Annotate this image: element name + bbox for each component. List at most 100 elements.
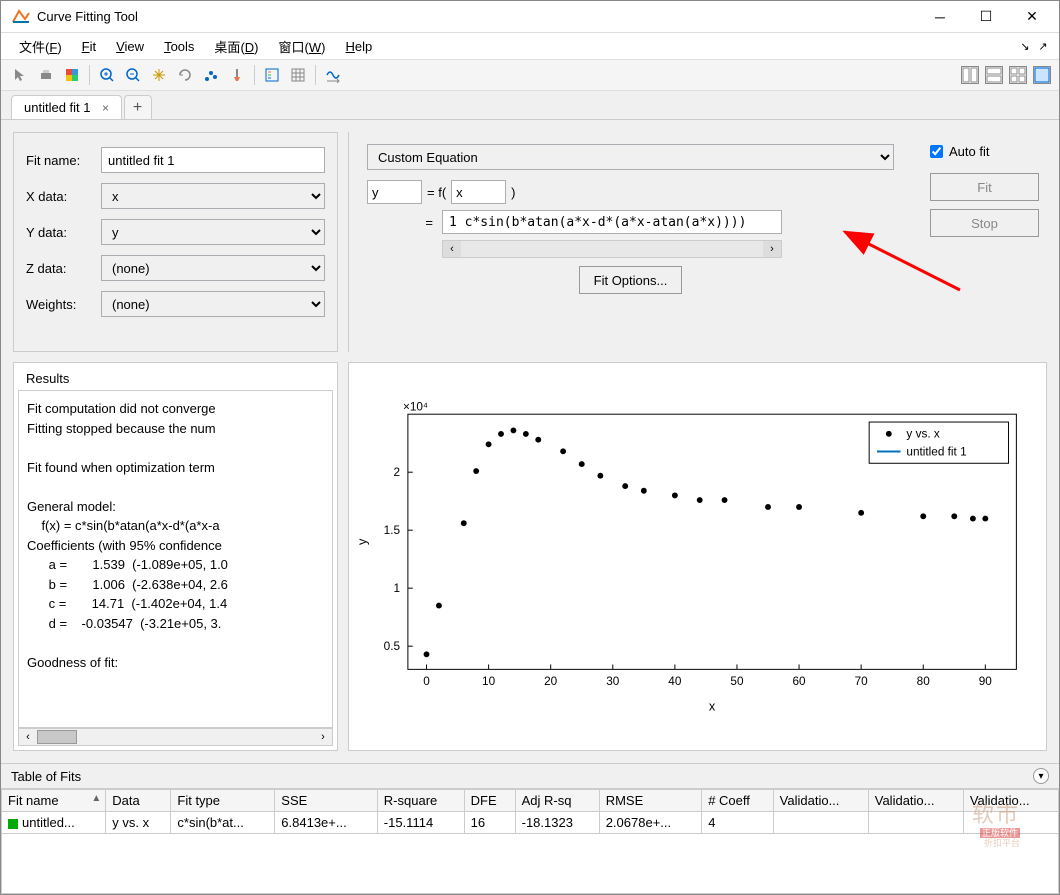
table-header[interactable]: # Coeff bbox=[702, 790, 773, 812]
svg-text:40: 40 bbox=[668, 675, 682, 688]
scroll-right-icon[interactable]: › bbox=[763, 241, 781, 257]
tab-close-icon[interactable]: × bbox=[99, 101, 113, 115]
equation-panel: Custom Equation = f( ) = ‹› Fit Options.… bbox=[348, 132, 912, 352]
stop-button[interactable]: Stop bbox=[930, 209, 1039, 237]
zoom-out-icon[interactable] bbox=[122, 64, 144, 86]
svg-text:untitled fit 1: untitled fit 1 bbox=[906, 445, 966, 458]
table-header[interactable]: DFE bbox=[464, 790, 515, 812]
fit-chart: ×10⁴01020304050607080900.511.52xyy vs. x… bbox=[349, 373, 1036, 740]
table-header[interactable]: Fit name▲ bbox=[2, 790, 106, 812]
close-button[interactable]: ✕ bbox=[1009, 1, 1055, 32]
layout-2-icon[interactable] bbox=[985, 66, 1003, 84]
layout-4-icon[interactable] bbox=[1033, 66, 1051, 84]
dock-expand-icon[interactable]: ↗ bbox=[1035, 38, 1051, 54]
svg-text:x: x bbox=[709, 699, 716, 714]
layout-1-icon[interactable] bbox=[961, 66, 979, 84]
svg-text:50: 50 bbox=[730, 675, 744, 688]
fitname-input[interactable] bbox=[101, 147, 325, 173]
results-panel: Results Fit computation did not converge… bbox=[13, 362, 338, 751]
table-header[interactable]: Validatio... bbox=[868, 790, 963, 812]
table-cell: 6.8413e+... bbox=[275, 812, 378, 834]
menu-help[interactable]: Help bbox=[336, 36, 383, 57]
axes-limits-icon[interactable] bbox=[322, 64, 344, 86]
results-hscroll[interactable]: ‹› bbox=[18, 728, 333, 746]
minimize-button[interactable]: ─ bbox=[917, 1, 963, 32]
table-menu-icon[interactable]: ▾ bbox=[1033, 768, 1049, 784]
table-heading: Table of Fits bbox=[11, 769, 81, 784]
zdata-select[interactable]: (none) bbox=[101, 255, 325, 281]
svg-text:1.5: 1.5 bbox=[384, 524, 401, 537]
table-cell: -18.1323 bbox=[515, 812, 599, 834]
pan-icon[interactable] bbox=[148, 64, 170, 86]
svg-text:90: 90 bbox=[979, 675, 993, 688]
svg-text:30: 30 bbox=[606, 675, 620, 688]
scroll-left-icon[interactable]: ‹ bbox=[19, 731, 37, 743]
xdata-select[interactable]: x bbox=[101, 183, 325, 209]
eq-text: ) bbox=[511, 185, 515, 200]
pointer-icon[interactable] bbox=[9, 64, 31, 86]
app-logo-icon bbox=[11, 7, 31, 27]
titlebar: Curve Fitting Tool ─ ☐ ✕ bbox=[1, 1, 1059, 33]
table-header[interactable]: SSE bbox=[275, 790, 378, 812]
fits-table: Fit name▲DataFit typeSSER-squareDFEAdj R… bbox=[1, 789, 1059, 834]
scroll-left-icon[interactable]: ‹ bbox=[443, 241, 461, 257]
table-cell: y vs. x bbox=[106, 812, 171, 834]
eq-text: = f( bbox=[427, 185, 446, 200]
svg-text:70: 70 bbox=[855, 675, 869, 688]
ydata-select[interactable]: y bbox=[101, 219, 325, 245]
data-cursor-icon[interactable] bbox=[200, 64, 222, 86]
table-cell bbox=[963, 812, 1058, 834]
layout-3-icon[interactable] bbox=[1009, 66, 1027, 84]
equation-type-select[interactable]: Custom Equation bbox=[367, 144, 894, 170]
table-cell bbox=[868, 812, 963, 834]
menu-window[interactable]: 窗口(W) bbox=[269, 34, 336, 59]
results-heading: Results bbox=[18, 367, 333, 390]
brush-icon[interactable] bbox=[226, 64, 248, 86]
table-header[interactable]: Validatio... bbox=[963, 790, 1058, 812]
menu-fit[interactable]: Fit bbox=[72, 36, 106, 57]
palette-icon[interactable] bbox=[61, 64, 83, 86]
table-header[interactable]: RMSE bbox=[599, 790, 702, 812]
table-cell: 2.0678e+... bbox=[599, 812, 702, 834]
fit-button[interactable]: Fit bbox=[930, 173, 1039, 201]
scroll-right-icon[interactable]: › bbox=[314, 731, 332, 743]
fit-config-panel: Fit name: X data:x Y data:y Z data:(none… bbox=[13, 132, 338, 352]
svg-text:0.5: 0.5 bbox=[384, 640, 401, 653]
rotate-icon[interactable] bbox=[174, 64, 196, 86]
svg-text:y: y bbox=[355, 538, 370, 545]
menu-view[interactable]: View bbox=[106, 36, 154, 57]
weights-select[interactable]: (none) bbox=[101, 291, 325, 317]
xdata-label: X data: bbox=[26, 189, 101, 204]
table-header[interactable]: Adj R-sq bbox=[515, 790, 599, 812]
table-header[interactable]: Fit type bbox=[171, 790, 275, 812]
legend-icon[interactable] bbox=[261, 64, 283, 86]
menu-desktop[interactable]: 桌面(D) bbox=[204, 34, 268, 59]
expr-scrollbar[interactable]: ‹› bbox=[442, 240, 782, 258]
auto-fit-checkbox[interactable]: Auto fit bbox=[930, 144, 1039, 159]
tab-add-button[interactable]: + bbox=[124, 95, 152, 119]
menubar: 文件(F) Fit View Tools 桌面(D) 窗口(W) Help ↘ … bbox=[1, 33, 1059, 59]
table-cell: -15.1114 bbox=[377, 812, 464, 834]
svg-text:2: 2 bbox=[393, 466, 400, 479]
svg-text:1: 1 bbox=[393, 582, 400, 595]
menu-tools[interactable]: Tools bbox=[154, 36, 204, 57]
table-header[interactable]: Data bbox=[106, 790, 171, 812]
table-header[interactable]: R-square bbox=[377, 790, 464, 812]
table-of-fits-panel: Table of Fits ▾ Fit name▲DataFit typeSSE… bbox=[1, 763, 1059, 894]
window-title: Curve Fitting Tool bbox=[37, 9, 917, 24]
print-icon[interactable] bbox=[35, 64, 57, 86]
grid-icon[interactable] bbox=[287, 64, 309, 86]
table-header[interactable]: Validatio... bbox=[773, 790, 868, 812]
equation-expr-input[interactable] bbox=[442, 210, 782, 234]
table-cell: untitled... bbox=[2, 812, 106, 834]
tab-untitled-fit-1[interactable]: untitled fit 1 × bbox=[11, 95, 122, 119]
arg-input[interactable] bbox=[451, 180, 506, 204]
dock-undock-icon[interactable]: ↘ bbox=[1017, 38, 1033, 54]
fit-options-button[interactable]: Fit Options... bbox=[579, 266, 683, 294]
zoom-in-icon[interactable] bbox=[96, 64, 118, 86]
fit-control-panel: Auto fit Fit Stop bbox=[922, 132, 1047, 352]
svg-text:60: 60 bbox=[793, 675, 807, 688]
maximize-button[interactable]: ☐ bbox=[963, 1, 1009, 32]
lhs-input[interactable] bbox=[367, 180, 422, 204]
menu-file[interactable]: 文件(F) bbox=[9, 34, 72, 59]
